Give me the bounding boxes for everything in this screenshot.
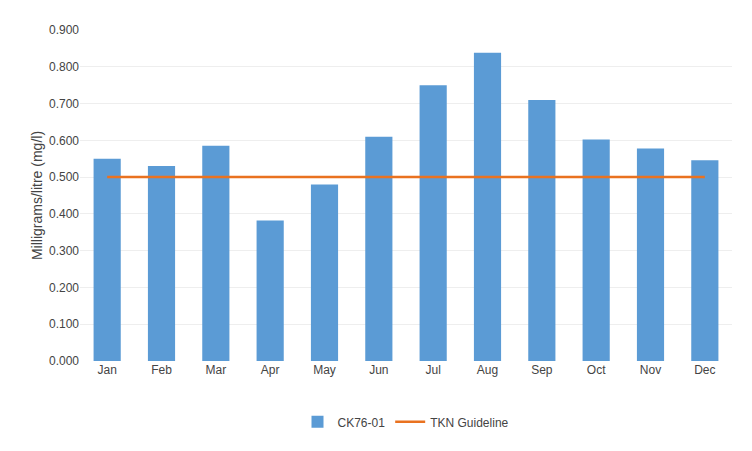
svg-text:Aug: Aug [477, 363, 498, 377]
svg-text:0.300: 0.300 [49, 244, 79, 258]
svg-text:Sep: Sep [531, 363, 553, 377]
svg-text:0.900: 0.900 [49, 23, 79, 37]
svg-text:TKN Guideline: TKN Guideline [430, 416, 508, 430]
svg-text:Milligrams/litre (mg/l): Milligrams/litre (mg/l) [29, 131, 45, 260]
svg-text:0.100: 0.100 [49, 317, 79, 331]
svg-text:Apr: Apr [261, 363, 280, 377]
svg-text:May: May [313, 363, 336, 377]
svg-text:Mar: Mar [205, 363, 226, 377]
svg-text:Nov: Nov [640, 363, 661, 377]
svg-text:Dec: Dec [694, 363, 715, 377]
svg-text:0.000: 0.000 [49, 354, 79, 368]
svg-text:0.200: 0.200 [49, 281, 79, 295]
svg-text:Jul: Jul [425, 363, 440, 377]
svg-text:Feb: Feb [151, 363, 172, 377]
svg-text:0.700: 0.700 [49, 97, 79, 111]
svg-text:0.800: 0.800 [49, 60, 79, 74]
svg-text:Jun: Jun [369, 363, 388, 377]
svg-text:0.400: 0.400 [49, 207, 79, 221]
svg-text:Jan: Jan [97, 363, 116, 377]
svg-text:0.500: 0.500 [49, 170, 79, 184]
svg-text:Oct: Oct [587, 363, 606, 377]
svg-text:0.600: 0.600 [49, 134, 79, 148]
svg-text:CK76-01: CK76-01 [338, 416, 386, 430]
